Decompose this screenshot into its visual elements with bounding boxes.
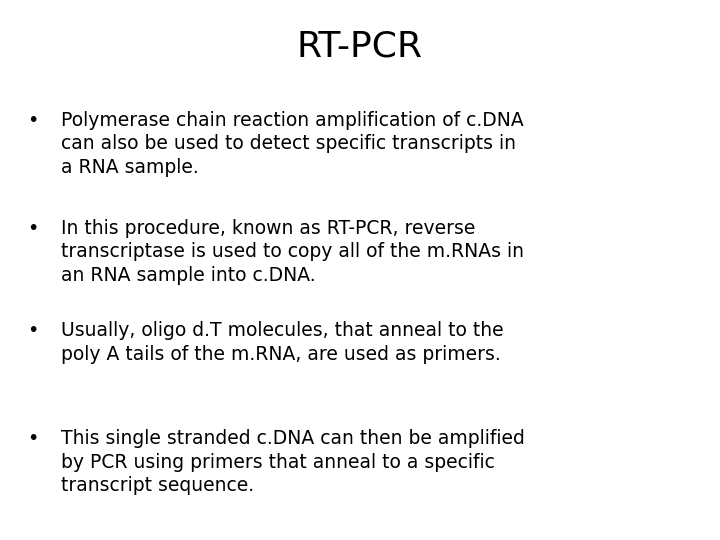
Text: This single stranded c.DNA can then be amplified
by PCR using primers that annea: This single stranded c.DNA can then be a… xyxy=(61,429,525,495)
Text: •: • xyxy=(27,219,38,238)
Text: Polymerase chain reaction amplification of c.DNA
can also be used to detect spec: Polymerase chain reaction amplification … xyxy=(61,111,524,177)
Text: Usually, oligo d.T molecules, that anneal to the
poly A tails of the m.RNA, are : Usually, oligo d.T molecules, that annea… xyxy=(61,321,504,364)
Text: •: • xyxy=(27,111,38,130)
Text: •: • xyxy=(27,321,38,340)
Text: In this procedure, known as RT-PCR, reverse
transcriptase is used to copy all of: In this procedure, known as RT-PCR, reve… xyxy=(61,219,524,285)
Text: RT-PCR: RT-PCR xyxy=(297,30,423,64)
Text: •: • xyxy=(27,429,38,448)
